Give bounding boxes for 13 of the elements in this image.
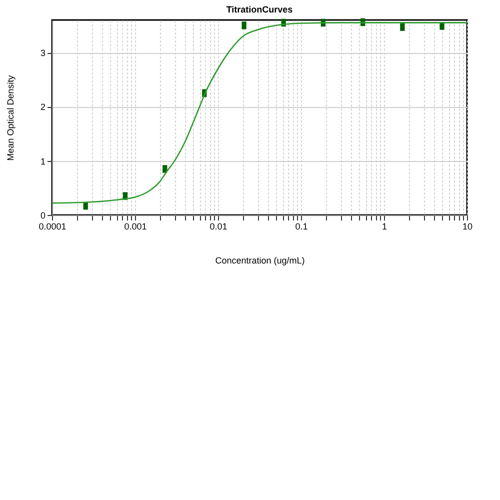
x-axis-title: Concentration (ug/mL) — [215, 256, 305, 266]
y-tick-label: 1 — [40, 156, 46, 166]
x-tick-label: 0.0001 — [38, 222, 66, 232]
x-tick-label: 0.1 — [295, 222, 308, 232]
x-tick-label: 10 — [462, 222, 473, 232]
y-tick-label: 0 — [40, 210, 46, 220]
y-tick-label: 2 — [40, 102, 46, 112]
x-tick-label: 1 — [382, 222, 388, 232]
x-tick-label: 0.001 — [124, 222, 147, 232]
x-tick-label: 0.01 — [210, 222, 228, 232]
y-tick-label: 3 — [40, 48, 46, 58]
y-axis-title: Mean Optical Density — [5, 74, 16, 161]
chart-title: TitrationCurves — [226, 4, 293, 14]
